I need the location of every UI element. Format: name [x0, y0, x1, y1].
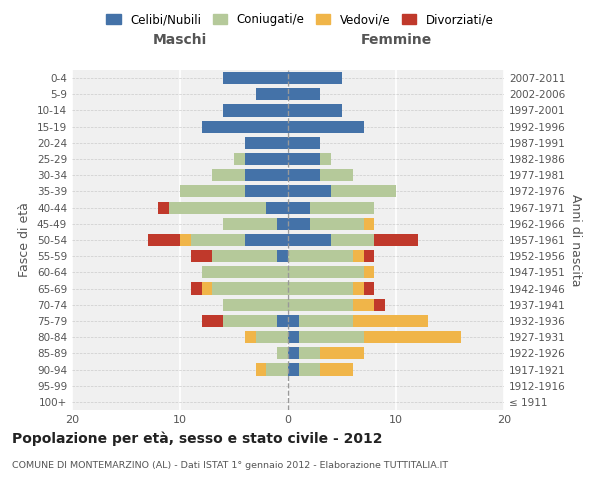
Bar	[288, 266, 364, 278]
Bar	[266, 364, 288, 376]
Bar	[353, 315, 428, 327]
Bar	[310, 218, 364, 230]
Bar	[320, 169, 353, 181]
Bar	[299, 331, 364, 343]
Bar	[299, 364, 320, 376]
Bar	[180, 234, 191, 246]
Bar	[277, 348, 288, 360]
Bar	[277, 250, 288, 262]
Bar	[148, 234, 180, 246]
Bar	[288, 364, 299, 376]
Bar	[288, 153, 320, 165]
Bar	[223, 298, 288, 311]
Bar	[169, 202, 266, 213]
Bar	[245, 137, 288, 149]
Bar	[191, 234, 245, 246]
Bar	[202, 282, 212, 294]
Bar	[223, 72, 288, 84]
Bar	[364, 331, 461, 343]
Bar	[180, 186, 245, 198]
Bar	[364, 266, 374, 278]
Text: Maschi: Maschi	[153, 34, 207, 48]
Bar	[288, 315, 299, 327]
Bar	[353, 298, 374, 311]
Bar	[288, 72, 342, 84]
Bar	[256, 88, 288, 101]
Bar	[223, 104, 288, 117]
Bar	[374, 298, 385, 311]
Bar	[288, 348, 299, 360]
Bar	[288, 218, 310, 230]
Bar	[320, 364, 353, 376]
Bar	[223, 218, 277, 230]
Bar	[266, 202, 288, 213]
Bar	[353, 282, 364, 294]
Bar	[331, 234, 374, 246]
Bar	[234, 153, 245, 165]
Bar	[212, 250, 277, 262]
Bar	[288, 120, 364, 132]
Bar	[288, 169, 320, 181]
Bar	[299, 315, 353, 327]
Bar	[288, 186, 331, 198]
Bar	[288, 298, 353, 311]
Bar	[277, 315, 288, 327]
Bar	[202, 315, 223, 327]
Bar	[223, 315, 277, 327]
Bar	[331, 186, 396, 198]
Bar	[288, 104, 342, 117]
Bar	[288, 331, 299, 343]
Bar	[320, 348, 364, 360]
Bar	[202, 266, 288, 278]
Bar	[374, 234, 418, 246]
Bar	[364, 250, 374, 262]
Bar	[288, 88, 320, 101]
Bar	[288, 234, 331, 246]
Bar	[158, 202, 169, 213]
Bar	[245, 331, 256, 343]
Text: Femmine: Femmine	[361, 34, 431, 48]
Bar	[212, 282, 288, 294]
Bar	[277, 218, 288, 230]
Bar	[245, 234, 288, 246]
Bar	[256, 364, 266, 376]
Bar	[245, 153, 288, 165]
Y-axis label: Anni di nascita: Anni di nascita	[569, 194, 582, 286]
Y-axis label: Fasce di età: Fasce di età	[19, 202, 31, 278]
Bar	[364, 218, 374, 230]
Bar	[256, 331, 288, 343]
Bar	[299, 348, 320, 360]
Bar	[245, 186, 288, 198]
Bar	[202, 120, 288, 132]
Bar	[288, 202, 310, 213]
Bar	[288, 137, 320, 149]
Bar	[288, 250, 353, 262]
Bar	[288, 282, 353, 294]
Bar	[245, 169, 288, 181]
Bar	[191, 250, 212, 262]
Bar	[320, 153, 331, 165]
Bar	[364, 282, 374, 294]
Bar	[310, 202, 374, 213]
Bar	[191, 282, 202, 294]
Bar	[212, 169, 245, 181]
Bar	[353, 250, 364, 262]
Text: Popolazione per età, sesso e stato civile - 2012: Popolazione per età, sesso e stato civil…	[12, 431, 383, 446]
Legend: Celibi/Nubili, Coniugati/e, Vedovi/e, Divorziati/e: Celibi/Nubili, Coniugati/e, Vedovi/e, Di…	[101, 8, 499, 31]
Text: COMUNE DI MONTEMARZINO (AL) - Dati ISTAT 1° gennaio 2012 - Elaborazione TUTTITAL: COMUNE DI MONTEMARZINO (AL) - Dati ISTAT…	[12, 460, 448, 469]
